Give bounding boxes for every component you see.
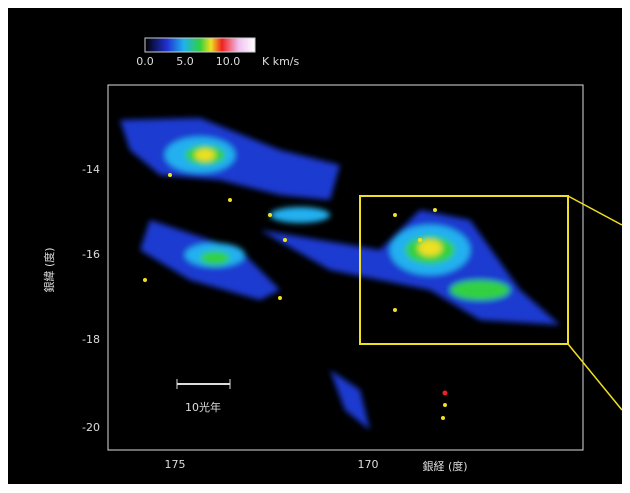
- colorbar-unit: K km/s: [262, 55, 300, 68]
- scale-bar-label: 10光年: [185, 400, 221, 414]
- star: [443, 391, 448, 396]
- colorbar-label: 10.0: [216, 55, 241, 68]
- colorbar-label: 0.0: [136, 55, 154, 68]
- y-tick-label: -18: [82, 333, 100, 346]
- x-axis-label: 銀経 (度): [422, 459, 467, 473]
- colorbar: [145, 38, 255, 52]
- figure: 0.0 5.0 10.0 K km/s -14 -16 -18 -20 175 …: [0, 0, 630, 489]
- colorbar-label: 5.0: [176, 55, 194, 68]
- y-axis-label: 銀緯 (度): [42, 247, 56, 292]
- y-tick-label: -20: [82, 421, 100, 434]
- y-tick-label: -14: [82, 163, 100, 176]
- x-tick-label: 170: [358, 458, 379, 471]
- page: {"figure": { "colorbar": {"labels": ["0.…: [0, 0, 630, 493]
- y-tick-label: -16: [82, 248, 100, 261]
- x-tick-label: 175: [165, 458, 186, 471]
